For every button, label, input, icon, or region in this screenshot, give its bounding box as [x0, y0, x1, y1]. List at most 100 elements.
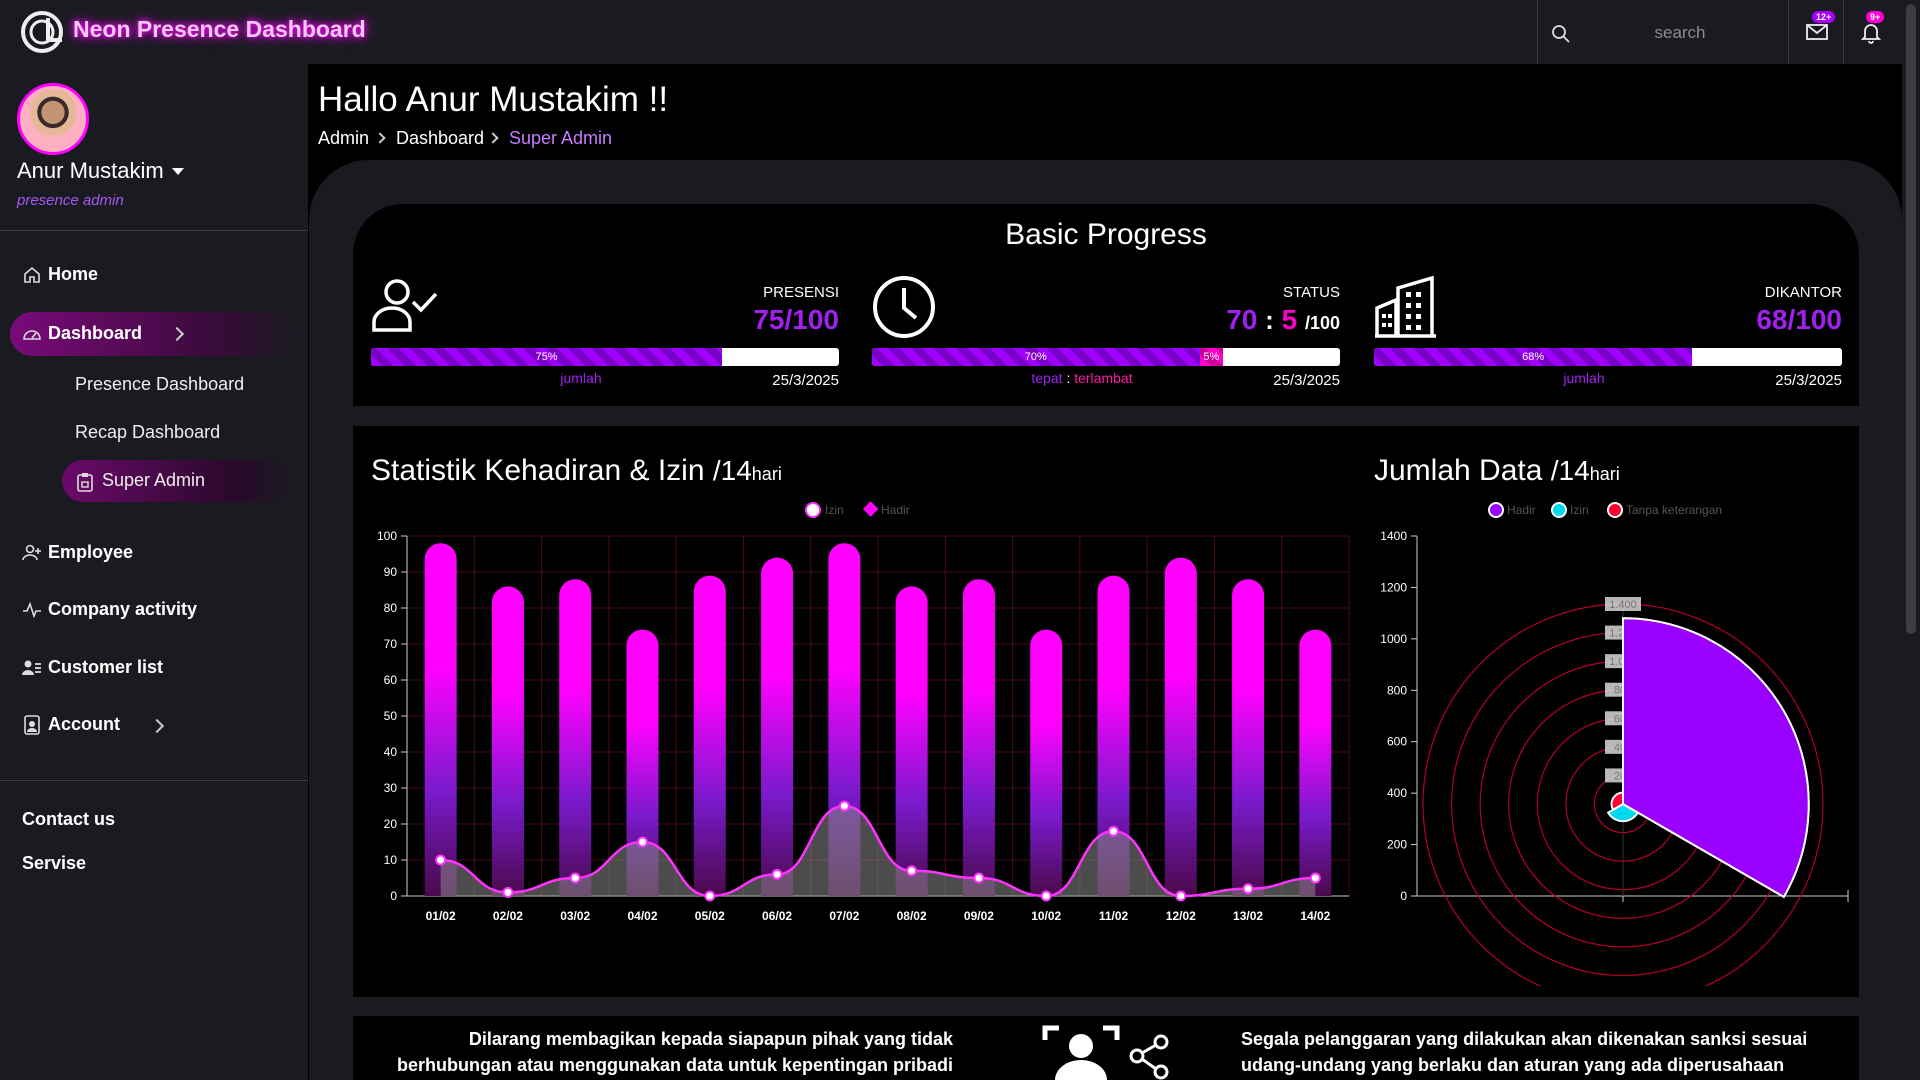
status-total: /100 [1304, 313, 1340, 333]
app-logo-icon[interactable] [18, 10, 66, 54]
chevron-right-icon [487, 132, 499, 144]
quantity-chart-title: Jumlah Data /14hari [1374, 454, 1620, 488]
y-tick-label: 60 [384, 673, 398, 687]
point-izin [771, 868, 783, 880]
status-caption-separator: : [1066, 370, 1071, 386]
presensi-value: 75/100 [753, 304, 839, 335]
bar-hadir [626, 629, 659, 896]
point-izin [1040, 890, 1052, 902]
x-tick-label: 09/02 [964, 909, 994, 923]
presensi-caption: jumlah [560, 370, 602, 386]
gauge-icon [23, 329, 41, 340]
avatar[interactable] [17, 83, 89, 155]
x-tick-label: 11/02 [1099, 909, 1129, 923]
mail-icon [1806, 24, 1828, 40]
legend-marker [1551, 502, 1567, 518]
line-izin [440, 804, 1316, 898]
status-progress: STATUS 70 : 5 /100 70% 5% tepat : terlam… [872, 276, 1340, 396]
breadcrumb-admin[interactable]: Admin [318, 128, 370, 148]
point-izin [1175, 890, 1187, 902]
y-tick-label: 200 [1387, 838, 1407, 852]
sidebar-item-dashboard[interactable]: Dashboard [22, 323, 142, 344]
attendance-chart-title: Statistik Kehadiran & Izin /14hari [371, 454, 782, 488]
sidebar-subitem-recap-dashboard[interactable]: Recap Dashboard [75, 422, 221, 442]
chevron-down-icon[interactable] [172, 168, 184, 175]
mail-button[interactable] [1790, 0, 1844, 64]
sidebar-item-account[interactable]: Account [22, 714, 120, 735]
chevron-right-icon [374, 132, 386, 144]
search-icon[interactable] [1551, 24, 1571, 44]
mail-badge: 12+ [1812, 11, 1836, 23]
quantity-chart-period-unit: hari [1589, 464, 1620, 484]
quantity-chart-period: /14 [1550, 455, 1590, 486]
sidebar-divider [0, 780, 308, 781]
user-check-icon [372, 279, 438, 332]
scrollbar-thumb[interactable] [1906, 4, 1916, 634]
point-izin [637, 836, 648, 848]
notice-right: Segala pelanggaran yang dilakukan akan d… [1241, 1029, 1808, 1075]
y-tick-label: 1000 [1380, 632, 1407, 646]
sidebar-item-employee[interactable]: Employee [22, 542, 133, 563]
app-title[interactable]: Neon Presence Dashboard [73, 16, 366, 42]
building-icon [1375, 276, 1436, 338]
notice-card: Dilarang membagikan kepada siapapun piha… [353, 1016, 1859, 1080]
bar-hadir [1299, 629, 1332, 896]
polar-slice-izin [1606, 802, 1640, 823]
bar-hadir [693, 575, 726, 896]
dikantor-caption: jumlah [1563, 370, 1605, 386]
notification-button[interactable] [1845, 0, 1899, 64]
attendance-chart[interactable]: 0 10 20 30 40 50 60 70 80 90 100 01/02 02/02 03/02 04/… [353, 496, 1353, 986]
x-tick-label: 14/02 [1300, 909, 1330, 923]
dikantor-progress-fill: 68% [1374, 348, 1693, 366]
dikantor-progress: DIKANTOR 68/100 68% jumlah 25/3/2025 [1374, 276, 1842, 396]
bar-hadir [424, 543, 457, 896]
x-tick-label: 07/02 [829, 909, 859, 923]
sidebar-item-customer-list[interactable]: Customer list [22, 657, 163, 678]
polar-slice-hadir-front [1622, 617, 1810, 899]
point-izin [435, 854, 447, 866]
status-value: 70 : 5 /100 [1226, 304, 1340, 336]
status-date: 25/3/2025 [1273, 372, 1340, 389]
sidebar-item-home[interactable]: Home [22, 264, 98, 285]
y-tick-label: 400 [1387, 786, 1407, 800]
point-izin [569, 872, 581, 884]
breadcrumb-super-admin[interactable]: Super Admin [509, 128, 613, 148]
breadcrumb-dashboard[interactable]: Dashboard [396, 128, 485, 148]
status-label: STATUS [1283, 284, 1340, 301]
statistics-card: Statistik Kehadiran & Izin /14hari Jumla… [353, 426, 1859, 997]
sidebar-item-label: Employee [48, 542, 134, 562]
sidebar-subitem-presence-dashboard[interactable]: Presence Dashboard [75, 374, 245, 394]
servise-link[interactable]: Servise [22, 853, 87, 873]
x-tick-label: 03/02 [560, 909, 590, 923]
sidebar-item-label: Customer list [48, 657, 164, 677]
bar-hadir [1164, 557, 1197, 896]
status-progress-bar: 70% 5% [872, 348, 1340, 366]
legend-hadir-marker [862, 501, 879, 517]
status-late-value: 5 [1281, 304, 1298, 335]
legend-hadir-label: Hadir [881, 503, 910, 517]
bar-hadir [761, 557, 794, 896]
bar-hadir [559, 579, 592, 896]
add-user-icon [22, 544, 41, 560]
x-tick-label: 01/02 [426, 909, 456, 923]
quantity-chart[interactable]: 02004006008001000120014001.4001.2001.000… [1363, 496, 1853, 986]
y-tick-label: 1200 [1380, 580, 1407, 594]
presensi-label: PRESENSI [763, 284, 839, 301]
contact-us-link[interactable]: Contact us [22, 809, 116, 829]
basic-progress-card: Basic Progress PRESENSI 75/100 75% jumla… [353, 204, 1859, 406]
search-input[interactable] [1580, 18, 1780, 48]
area-izin [440, 806, 1316, 896]
sidebar-item-label: Company activity [48, 599, 198, 619]
sidebar-item-company-activity[interactable]: Company activity [22, 599, 197, 620]
bar-hadir [895, 586, 928, 896]
radial-tick-label: 1.400 [1609, 599, 1637, 611]
user-name[interactable]: Anur Mustakim [17, 158, 164, 183]
y-tick-label: 600 [1387, 735, 1407, 749]
dikantor-label: DIKANTOR [1764, 284, 1842, 301]
presensi-progress-fill: 75% [371, 348, 722, 366]
bell-icon [1860, 24, 1882, 44]
dikantor-value: 68/100 [1756, 304, 1842, 335]
sidebar-active-highlight [10, 312, 300, 356]
legend-label: Izin [1570, 503, 1589, 517]
sidebar-subitem-super-admin[interactable]: Super Admin [102, 470, 206, 490]
